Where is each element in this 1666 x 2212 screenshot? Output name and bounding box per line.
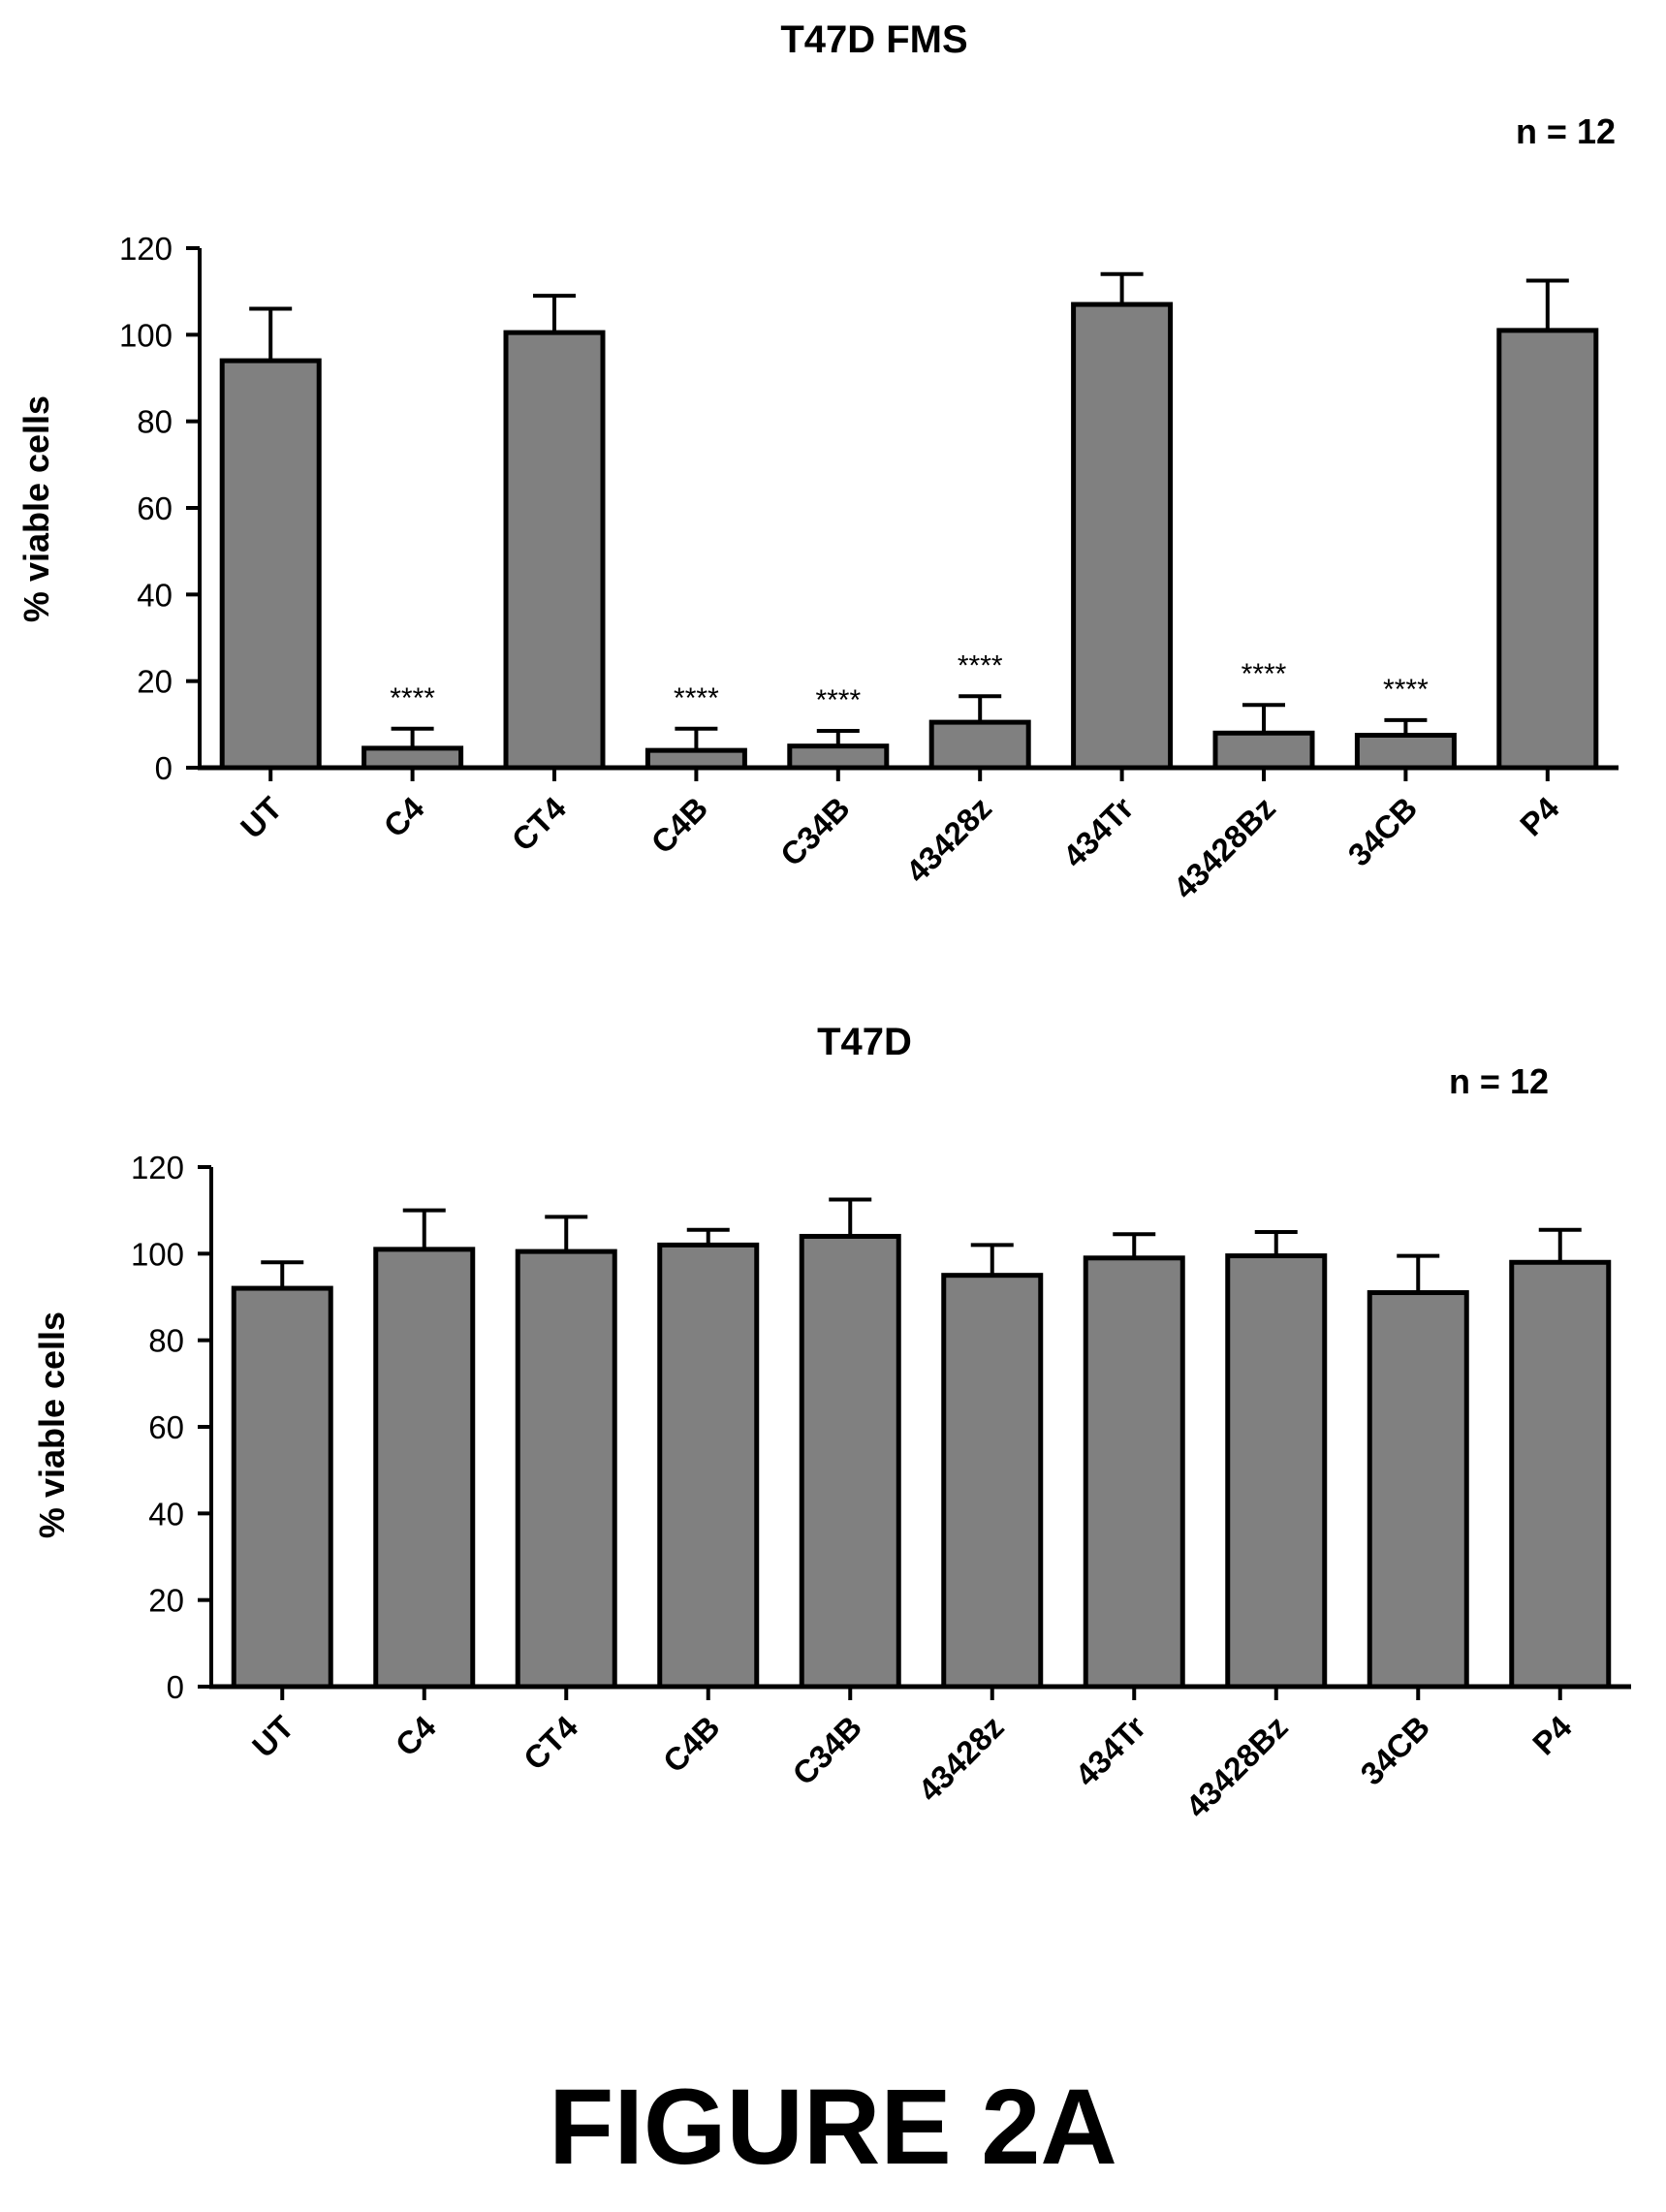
y-tick-label: 0 bbox=[167, 1669, 184, 1705]
bar-43428z bbox=[941, 1273, 1044, 1690]
x-tick-label: CT4 bbox=[517, 1708, 585, 1777]
x-tick-label: UT bbox=[245, 1709, 300, 1764]
y-tick-label: 80 bbox=[137, 404, 173, 440]
x-tick-label: UT bbox=[234, 790, 289, 845]
x-tick-label: P4 bbox=[1513, 789, 1566, 842]
bar-P4 bbox=[1509, 1259, 1612, 1690]
x-tick-label: 43428z bbox=[911, 1709, 1011, 1809]
x-tick-label: 43428z bbox=[898, 790, 998, 890]
chart-title: T47D FMS bbox=[780, 18, 967, 61]
significance-marker: **** bbox=[390, 682, 435, 714]
bar-C4B bbox=[657, 1242, 760, 1690]
significance-marker: **** bbox=[1242, 658, 1287, 690]
x-tick-label: P4 bbox=[1525, 1708, 1579, 1761]
y-axis-label: % viable cells bbox=[16, 395, 56, 622]
x-tick-label: C4 bbox=[377, 789, 431, 843]
x-tick-label: 43428Bz bbox=[1179, 1709, 1295, 1825]
y-tick-label: 20 bbox=[137, 664, 173, 700]
x-tick-label: C4 bbox=[389, 1708, 443, 1762]
bar-34CB bbox=[1367, 1290, 1469, 1690]
bar-P4 bbox=[1496, 328, 1599, 771]
significance-marker: **** bbox=[1383, 674, 1429, 706]
x-tick-label: 434Tr bbox=[1055, 790, 1140, 874]
x-tick-label: C34B bbox=[773, 790, 857, 873]
bar-C4 bbox=[361, 745, 464, 771]
x-tick-label: 43428Bz bbox=[1166, 790, 1282, 906]
plot-area: 0 20 40 60 80 100 120 UT C4 CT4 C4B C34B 43428z 434Tr… bbox=[131, 1150, 1631, 1824]
y-tick-label: 20 bbox=[148, 1583, 184, 1619]
x-tick-label: 434Tr bbox=[1068, 1709, 1152, 1793]
bar-43428Bz bbox=[1212, 730, 1315, 771]
plot-area: 0 20 40 60 80 100 120 UT **** C4 CT4 **** C4B **** C34… bbox=[119, 231, 1619, 905]
y-tick-label: 120 bbox=[131, 1150, 184, 1185]
sample-size-label: n = 12 bbox=[1449, 1061, 1549, 1101]
chart-title: T47D bbox=[817, 1021, 912, 1063]
bar-43428Bz bbox=[1225, 1253, 1328, 1690]
y-tick-label: 80 bbox=[148, 1323, 184, 1359]
significance-marker: **** bbox=[674, 682, 719, 714]
figure-caption: FIGURE 2A bbox=[549, 2068, 1117, 2187]
x-tick-label: 34CB bbox=[1353, 1709, 1436, 1792]
significance-marker: **** bbox=[958, 649, 1003, 681]
x-tick-label: C34B bbox=[785, 1709, 868, 1792]
x-tick-label: 34CB bbox=[1341, 790, 1425, 873]
significance-marker: **** bbox=[815, 684, 861, 716]
bar-434Tr bbox=[1071, 301, 1174, 771]
y-tick-label: 60 bbox=[137, 490, 173, 526]
bar-CT4 bbox=[515, 1248, 617, 1690]
sample-size-label: n = 12 bbox=[1516, 111, 1616, 151]
x-tick-label: C4B bbox=[656, 1709, 727, 1780]
y-tick-label: 100 bbox=[131, 1236, 184, 1272]
y-axis-label: % viable cells bbox=[32, 1311, 72, 1538]
bar-34CB bbox=[1354, 733, 1457, 771]
bar-C34B bbox=[787, 743, 890, 771]
y-tick-label: 0 bbox=[155, 750, 173, 786]
chart-top: T47D FMS n = 12 % viable cells 0 20 40 60 80… bbox=[16, 18, 1619, 905]
y-tick-label: 40 bbox=[148, 1496, 184, 1532]
chart-bottom: T47D n = 12 % viable cells 0 20 40 60 80 100 1… bbox=[32, 1021, 1631, 1824]
bar-C4 bbox=[373, 1247, 476, 1690]
y-tick-label: 40 bbox=[137, 577, 173, 613]
x-tick-label: CT4 bbox=[505, 789, 574, 858]
bar-C4B bbox=[644, 747, 747, 771]
y-tick-label: 100 bbox=[119, 317, 173, 353]
bar-434Tr bbox=[1083, 1255, 1185, 1690]
x-tick-label: C4B bbox=[644, 790, 714, 861]
y-tick-label: 60 bbox=[148, 1409, 184, 1445]
y-tick-label: 120 bbox=[119, 231, 173, 267]
bar-43428z bbox=[928, 719, 1031, 771]
bar-C34B bbox=[799, 1233, 901, 1690]
bar-UT bbox=[219, 358, 322, 771]
bar-CT4 bbox=[503, 330, 606, 771]
bar-UT bbox=[231, 1285, 333, 1690]
